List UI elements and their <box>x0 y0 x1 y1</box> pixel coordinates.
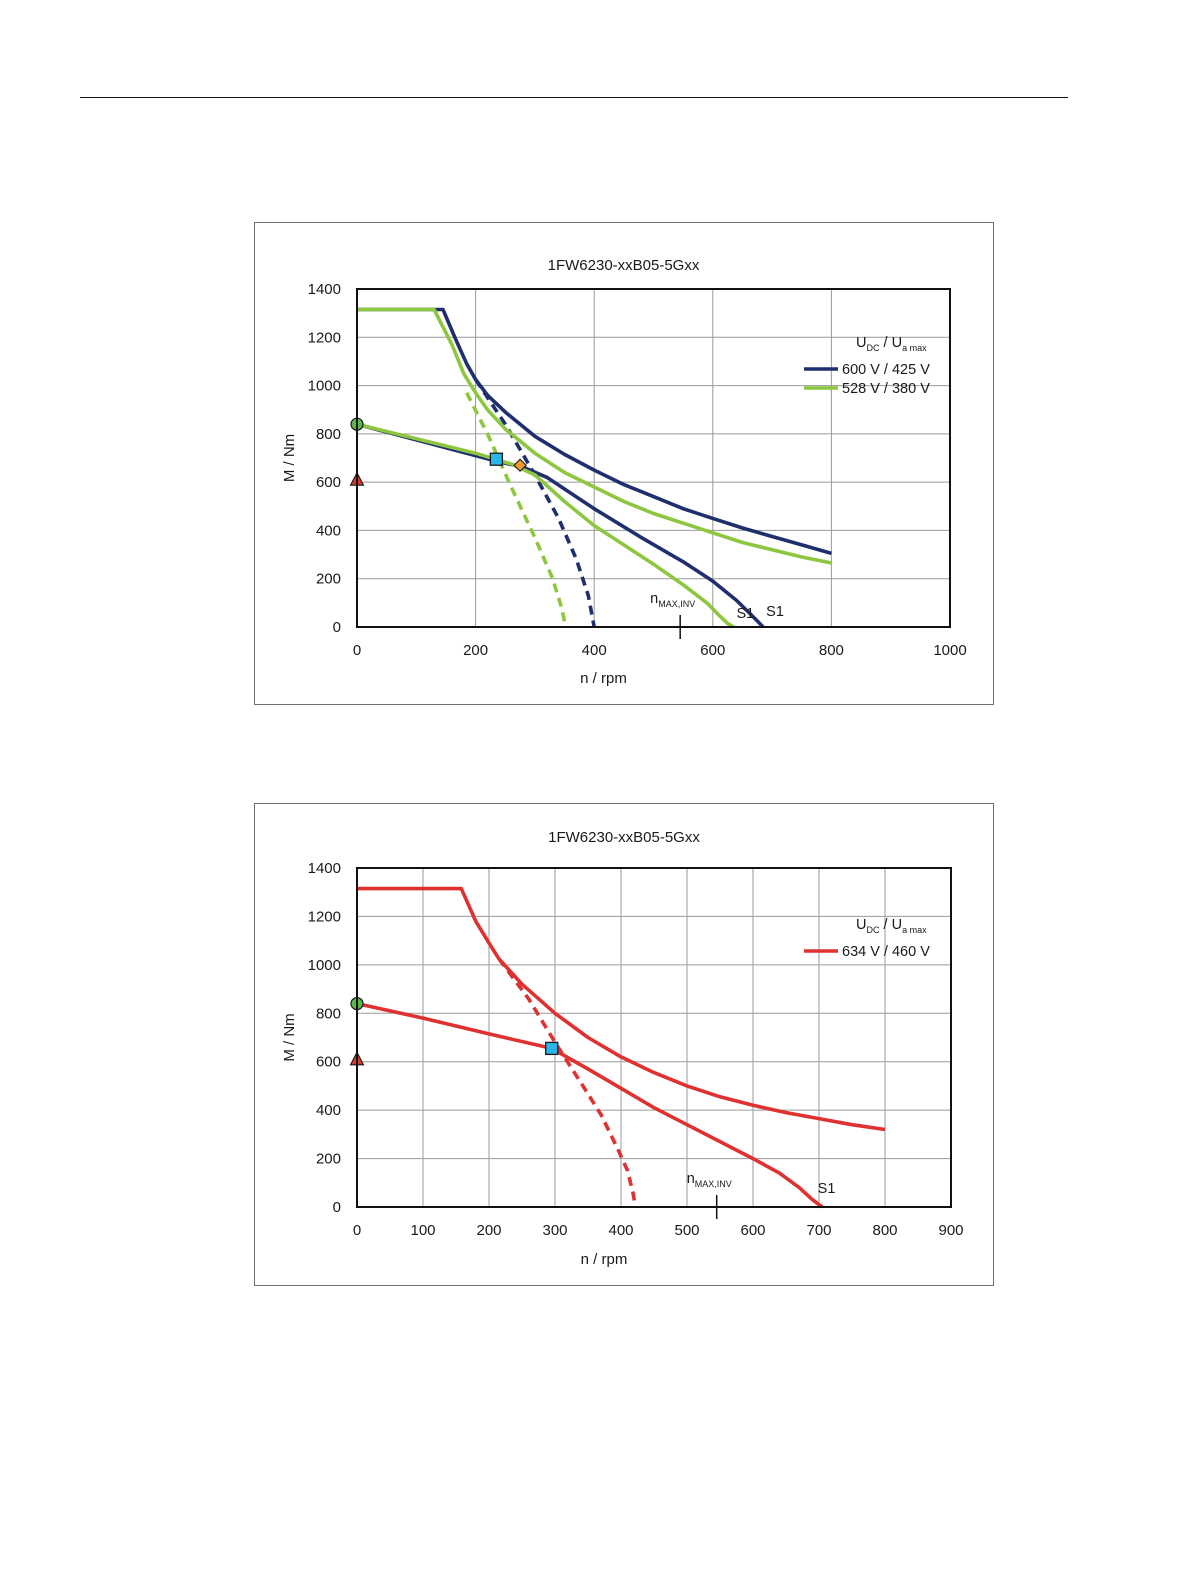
x-axis-label: n / rpm <box>580 670 627 687</box>
y-axis-label: M / Nm <box>281 434 298 482</box>
legend-title-part: a max <box>902 343 927 353</box>
legend-title-part: / <box>879 917 891 933</box>
chart-frame-2 <box>254 803 994 1286</box>
chart-frame-1 <box>254 222 994 705</box>
y-tick-label: 200 <box>316 1151 341 1168</box>
s1-label: S1 <box>766 604 784 620</box>
legend-title-part: DC <box>866 925 879 935</box>
x-tick-label: 1000 <box>933 642 966 659</box>
x-tick-label: 600 <box>700 642 725 659</box>
x-tick-label: 100 <box>410 1222 435 1239</box>
series-line-dashed <box>474 378 596 628</box>
y-tick-label: 600 <box>316 474 341 491</box>
y-tick-label: 1000 <box>308 957 341 974</box>
y-tick-label: 800 <box>316 1005 341 1022</box>
legend-title-part: DC <box>866 343 879 353</box>
y-tick-label: 1000 <box>308 378 341 395</box>
y-tick-label: 1200 <box>308 908 341 925</box>
y-tick-label: 1400 <box>308 281 341 298</box>
y-tick-label: 600 <box>316 1054 341 1071</box>
legend-title-part: U <box>892 335 902 351</box>
legend-entry-label: 634 V / 460 V <box>842 944 930 960</box>
chart-title: 1FW6230-xxB05-5Gxx <box>548 829 700 846</box>
x-tick-label: 800 <box>872 1222 897 1239</box>
x-axis-label: n / rpm <box>581 1251 628 1268</box>
nmax-label: nMAX,INV <box>650 591 695 609</box>
y-tick-label: 0 <box>333 619 341 636</box>
x-tick-label: 700 <box>806 1222 831 1239</box>
y-tick-label: 800 <box>316 426 341 443</box>
square-marker <box>489 452 504 466</box>
y-tick-label: 1400 <box>308 860 341 877</box>
x-tick-label: 400 <box>608 1222 633 1239</box>
legend-entry-label: 600 V / 425 V <box>842 362 930 378</box>
series-line-solid <box>356 1001 824 1209</box>
y-tick-label: 200 <box>316 571 341 588</box>
x-tick-label: 800 <box>819 642 844 659</box>
y-tick-label: 1200 <box>308 329 341 346</box>
nmax-subscript: MAX,INV <box>695 1179 732 1189</box>
x-tick-label: 600 <box>740 1222 765 1239</box>
nmax-subscript: MAX,INV <box>658 599 695 609</box>
legend-title: UDC / Ua max <box>856 335 927 353</box>
s1-label: S1 <box>737 606 755 622</box>
y-axis-label: M / Nm <box>281 1013 298 1061</box>
x-tick-label: 0 <box>353 1222 361 1239</box>
legend-title-part: a max <box>902 925 927 935</box>
series-line-solid <box>357 886 886 1132</box>
plot-area-border <box>356 288 951 628</box>
y-tick-label: 0 <box>333 1199 341 1216</box>
nmax-label: nMAX,INV <box>687 1171 732 1189</box>
y-tick-label: 400 <box>316 1102 341 1119</box>
chart-title: 1FW6230-xxB05-5Gxx <box>548 257 700 274</box>
plot-area-border <box>356 867 952 1208</box>
chart-2: 1FW6230-xxB05-5Gxx 0 100 200 300 400 500 600 700… <box>281 829 964 1268</box>
y-tick-label: 400 <box>316 522 341 539</box>
chart-1: 1FW6230-xxB05-5Gxx 0 200 400 600 800 1000 0 200 4… <box>281 257 967 687</box>
x-tick-label: 400 <box>582 642 607 659</box>
diamond-marker <box>513 458 527 473</box>
legend-entry-label: 528 V / 380 V <box>842 381 930 397</box>
x-tick-label: 200 <box>476 1222 501 1239</box>
series-line-solid <box>357 307 832 565</box>
series-line-dashed <box>497 957 638 1208</box>
legend-title-part: U <box>856 335 866 351</box>
x-tick-label: 500 <box>674 1222 699 1239</box>
page-header-rule <box>80 97 1068 98</box>
s1-label: S1 <box>818 1181 836 1197</box>
square-marker <box>545 1041 559 1056</box>
legend-title-part: U <box>892 917 902 933</box>
x-tick-label: 0 <box>353 642 361 659</box>
series-line-dashed <box>465 391 568 628</box>
legend-title-part: U <box>856 917 866 933</box>
legend-title-part: / <box>879 335 891 351</box>
x-tick-label: 300 <box>542 1222 567 1239</box>
x-tick-label: 900 <box>938 1222 963 1239</box>
x-tick-label: 200 <box>463 642 488 659</box>
series-line-solid <box>356 422 735 629</box>
series-line-solid <box>357 307 832 556</box>
legend-title: UDC / Ua max <box>856 917 927 935</box>
